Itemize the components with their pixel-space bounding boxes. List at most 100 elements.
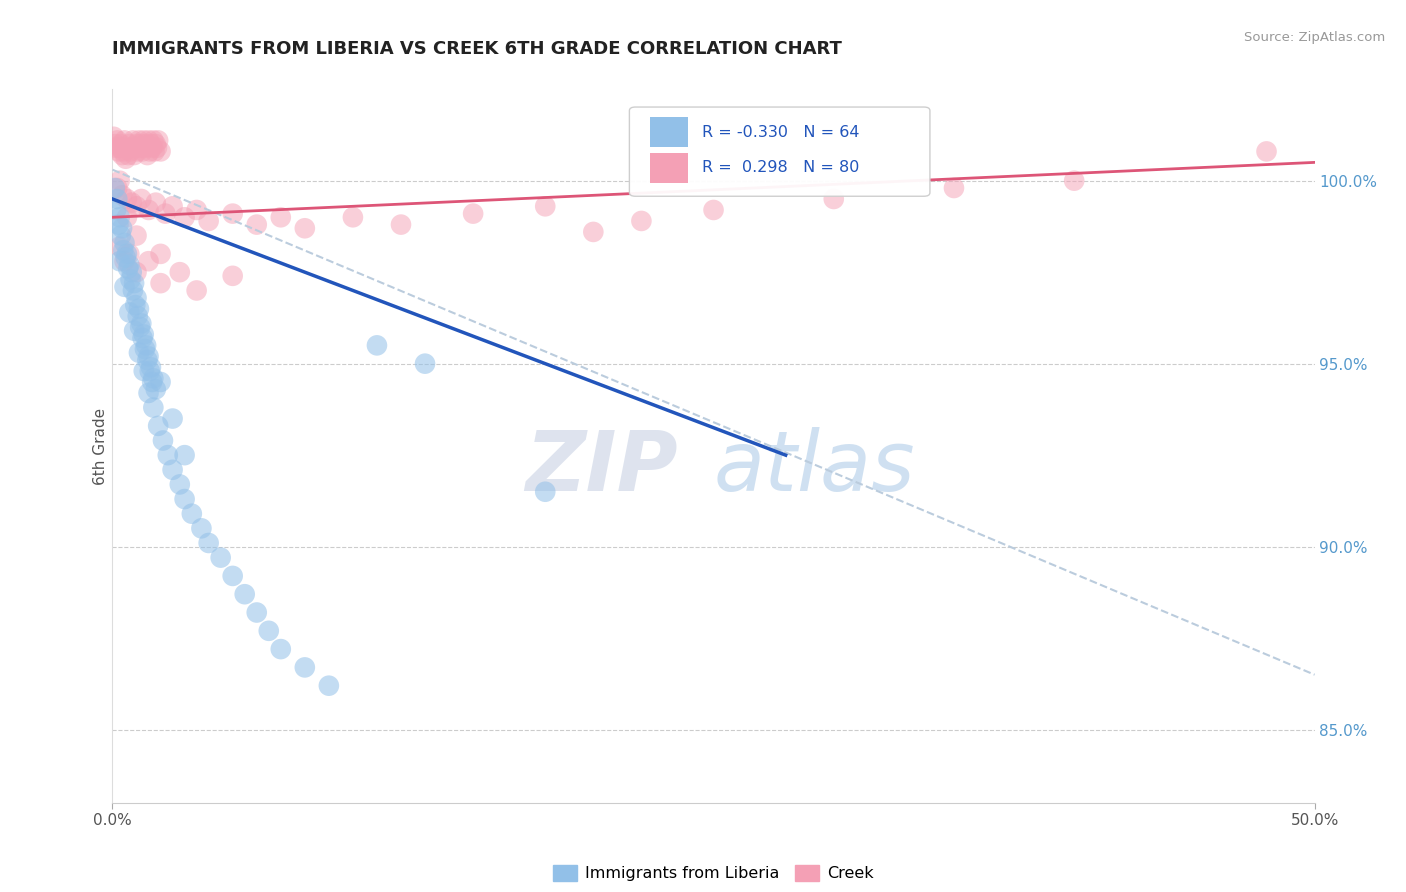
Point — [143, 145, 166, 159]
Point — [105, 192, 128, 206]
Point — [186, 284, 208, 298]
Point — [246, 218, 269, 232]
Point — [115, 192, 138, 206]
Point — [413, 357, 436, 371]
Point — [222, 206, 245, 220]
Point — [209, 550, 232, 565]
Point — [110, 137, 132, 152]
Point — [125, 199, 148, 213]
Point — [111, 221, 134, 235]
Point — [1063, 174, 1085, 188]
Point — [156, 448, 179, 462]
Point — [132, 133, 155, 147]
Point — [128, 345, 150, 359]
Point — [111, 188, 134, 202]
Point — [942, 181, 965, 195]
Point — [108, 174, 131, 188]
Point — [142, 371, 165, 385]
Point — [131, 331, 153, 345]
Point — [118, 137, 141, 152]
Point — [149, 276, 172, 290]
Point — [105, 141, 128, 155]
Point — [118, 247, 141, 261]
Point — [125, 265, 148, 279]
Point — [120, 145, 142, 159]
Point — [173, 211, 195, 225]
Point — [118, 305, 141, 319]
Point — [145, 137, 167, 152]
Point — [389, 218, 412, 232]
FancyBboxPatch shape — [630, 107, 929, 196]
Point — [117, 148, 139, 162]
Point — [162, 199, 184, 213]
Point — [128, 133, 150, 147]
Point — [149, 375, 172, 389]
Point — [162, 411, 184, 425]
Point — [127, 309, 149, 323]
Point — [197, 536, 219, 550]
Point — [169, 477, 191, 491]
Text: R = -0.330   N = 64: R = -0.330 N = 64 — [702, 125, 859, 139]
Point — [270, 642, 292, 657]
Point — [117, 261, 139, 276]
Point — [108, 239, 131, 253]
Point — [138, 386, 160, 401]
Point — [139, 137, 162, 152]
Point — [112, 244, 135, 258]
Point — [222, 569, 245, 583]
Point — [122, 276, 145, 290]
Point — [114, 254, 136, 268]
Point — [702, 202, 725, 217]
Point — [318, 679, 340, 693]
Point — [122, 133, 145, 147]
Point — [142, 401, 165, 415]
Point — [131, 192, 153, 206]
Point — [136, 148, 159, 162]
Point — [534, 199, 557, 213]
Point — [132, 364, 155, 378]
Point — [132, 327, 155, 342]
Point — [138, 133, 160, 147]
Point — [173, 448, 195, 462]
Point — [152, 434, 174, 448]
Point — [104, 137, 127, 152]
Point — [138, 202, 160, 217]
Point — [134, 141, 156, 155]
Point — [114, 280, 136, 294]
Point — [155, 206, 177, 220]
Point — [142, 133, 165, 147]
Point — [294, 221, 316, 235]
Point — [127, 145, 149, 159]
Point — [108, 211, 131, 225]
Point — [1256, 145, 1278, 159]
Point — [136, 353, 159, 368]
Point — [124, 141, 146, 155]
Text: R =  0.298   N = 80: R = 0.298 N = 80 — [702, 161, 859, 175]
Point — [110, 228, 132, 243]
Point — [146, 418, 169, 433]
Point — [246, 606, 269, 620]
Point — [134, 342, 156, 356]
Point — [149, 247, 172, 261]
Point — [129, 141, 152, 155]
Point — [107, 145, 129, 159]
Point — [135, 137, 157, 152]
Point — [104, 181, 127, 195]
Point — [124, 298, 146, 312]
Point — [233, 587, 256, 601]
Point — [122, 148, 145, 162]
Point — [139, 145, 162, 159]
Point — [149, 145, 172, 159]
Text: IMMIGRANTS FROM LIBERIA VS CREEK 6TH GRADE CORRELATION CHART: IMMIGRANTS FROM LIBERIA VS CREEK 6TH GRA… — [112, 40, 842, 58]
Point — [115, 141, 138, 155]
Point — [125, 137, 148, 152]
Text: atlas: atlas — [713, 427, 915, 508]
Point — [114, 235, 136, 250]
Point — [145, 382, 167, 396]
Point — [141, 141, 163, 155]
Point — [131, 137, 153, 152]
Point — [823, 192, 845, 206]
Point — [108, 141, 131, 155]
Point — [115, 211, 138, 225]
Point — [121, 141, 143, 155]
